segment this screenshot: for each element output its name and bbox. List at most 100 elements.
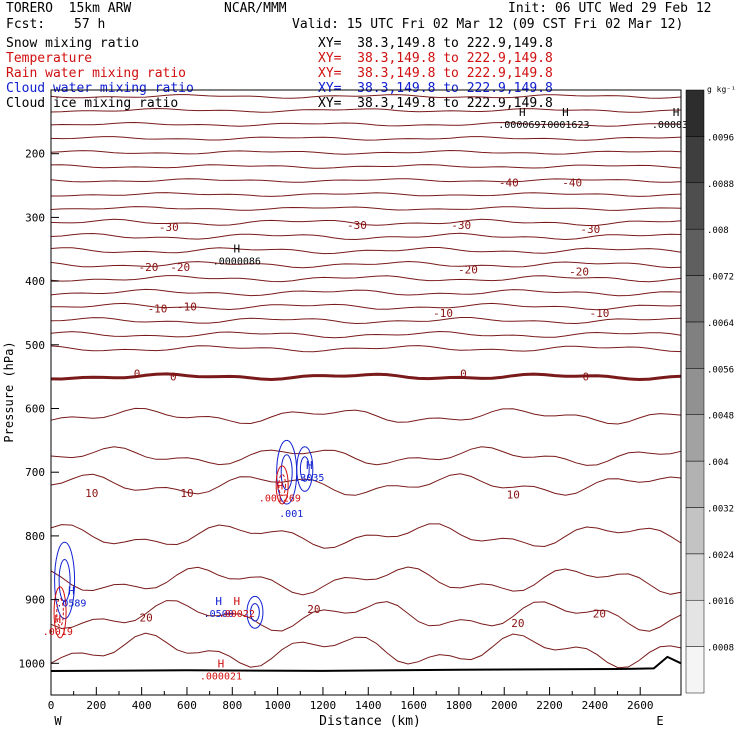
- terrain-line: [51, 657, 681, 671]
- isotherm-label: 0: [134, 367, 141, 380]
- y-tick-label: 800: [25, 530, 45, 543]
- isotherm-label: -10: [589, 307, 609, 320]
- y-tick-label: 900: [25, 594, 45, 607]
- colorbar-units: g kg⁻¹: [707, 85, 736, 94]
- colorbar-segment: [686, 461, 704, 507]
- hydrometeor-contours: [54, 440, 313, 637]
- isotherm: [51, 137, 681, 141]
- isotherm-label: 20: [511, 617, 524, 630]
- isotherm-label: 10: [180, 487, 193, 500]
- isotherm-labels: -40 -40-30 -30 -30 -30-20 -20 -20 -20-10 -10 -10-…: [85, 176, 609, 630]
- cross-section-plot: 0 200 400 600 800 1000 1200 1400 1600 1800 2000 220…: [0, 0, 740, 740]
- x-axis-ticks: 0 200 400 600 800 1000 1200 1400 1600 1800 2000 220…: [48, 687, 654, 712]
- extremum-marker: H: [218, 658, 225, 671]
- x-tick-label: 1000: [264, 699, 291, 712]
- extremum-marker: H: [519, 106, 526, 119]
- colorbar-segment: [686, 229, 704, 275]
- isotherm-label: 0: [583, 371, 590, 384]
- isotherm-label: -30: [580, 223, 600, 236]
- x-tick-label: 1600: [400, 699, 427, 712]
- isotherm: [51, 193, 681, 197]
- extremum-marker: H: [306, 459, 313, 472]
- x-tick-label: 2000: [491, 699, 518, 712]
- isotherm: [51, 248, 681, 254]
- colorbar-segment: [686, 507, 704, 553]
- extremum-value: .0000086: [213, 256, 261, 267]
- y-tick-label: 200: [25, 148, 45, 161]
- isotherm: [51, 303, 681, 309]
- isotherm-label: 10: [85, 487, 98, 500]
- y-tick-label: 500: [25, 339, 45, 352]
- colorbar-segment: [686, 136, 704, 182]
- colorbar-segment: [686, 183, 704, 229]
- isotherm-label: -30: [347, 219, 367, 232]
- x-tick-label: 0: [48, 699, 55, 712]
- x-tick-label: 600: [177, 699, 197, 712]
- x-tick-label: 400: [132, 699, 152, 712]
- colorbar-tick-label: .0024: [707, 551, 734, 561]
- terrain-surface: [51, 657, 681, 671]
- extremum-marker: H: [277, 479, 284, 492]
- isotherm-label: -20: [458, 264, 478, 277]
- x-tick-label: 2600: [627, 699, 654, 712]
- colorbar-tick-label: .0056: [707, 365, 734, 375]
- isotherm: [51, 346, 681, 352]
- y-tick-label: 1000: [19, 657, 46, 670]
- extremum-marker: H: [215, 595, 222, 608]
- colorbar-segment: [686, 647, 704, 693]
- isotherm-label: 10: [507, 488, 520, 501]
- colorbar: .0008 .0016 .0024 .0032 .004 .0048 .0056 .0064.…: [686, 85, 736, 693]
- extremum-value: .001269: [259, 493, 301, 504]
- isotherm-label: 20: [593, 608, 606, 621]
- isotherm-label: -20: [139, 261, 159, 274]
- x-tick-label: 2200: [536, 699, 563, 712]
- colorbar-tick-label: .0088: [707, 180, 734, 190]
- extremum-value: .000021: [200, 672, 242, 683]
- y-axis-ticks: 200 300 400 500 600 700 800 900 1000: [19, 148, 60, 671]
- isotherm: [51, 633, 681, 668]
- x-tick-label: 2400: [582, 699, 609, 712]
- extremum-value: .3035: [294, 473, 324, 484]
- colorbar-tick-label: .008: [707, 226, 729, 236]
- colorbar-segment: [686, 276, 704, 322]
- y-axis-label: Pressure (hPa): [2, 341, 16, 442]
- y-tick-label: 600: [25, 403, 45, 416]
- isotherm: [51, 165, 681, 169]
- isotherm-label: -20: [170, 261, 190, 274]
- isotherm-label: -10: [433, 307, 453, 320]
- isotherm-label: 20: [140, 611, 153, 624]
- colorbar-segment: [686, 554, 704, 600]
- colorbar-segment: [686, 600, 704, 646]
- x-tick-label: 1800: [446, 699, 473, 712]
- east-endpoint: E: [656, 714, 663, 728]
- isotherm-label: 0: [460, 367, 467, 380]
- colorbar-tick-label: .0016: [707, 597, 734, 607]
- isotherm: [51, 567, 681, 595]
- colorbar-tick-label: .0064: [707, 319, 734, 329]
- colorbar-tick-label: .0008: [707, 644, 734, 654]
- x-tick-label: 200: [86, 699, 106, 712]
- isotherm: [51, 151, 681, 155]
- y-tick-label: 400: [25, 275, 45, 288]
- extremum-value: .0019: [43, 627, 73, 638]
- colorbar-tick-label: .004: [707, 458, 729, 468]
- extremum-marker: H: [68, 584, 75, 597]
- extremum-marker: H: [234, 242, 241, 255]
- isotherm-label: -10: [177, 301, 197, 314]
- colorbar-tick-label: .0032: [707, 504, 734, 514]
- colorbar-tick-label: .0072: [707, 273, 734, 283]
- isotherm: [51, 332, 681, 338]
- extremum-value: .00022: [219, 609, 255, 620]
- x-tick-label: 800: [222, 699, 242, 712]
- extremum-value: .001: [279, 509, 303, 520]
- isotherm-label: -10: [148, 302, 168, 315]
- extremum-marker: H: [54, 613, 61, 626]
- isotherm-label: 20: [307, 603, 320, 616]
- extremum-value: .0000697: [498, 120, 546, 131]
- isotherm-label: -30: [451, 219, 471, 232]
- isotherm: [51, 524, 681, 548]
- isotherm: [51, 408, 681, 424]
- colorbar-tick-label: .0048: [707, 412, 734, 422]
- isotherm: [51, 318, 681, 324]
- isotherm: [51, 207, 681, 211]
